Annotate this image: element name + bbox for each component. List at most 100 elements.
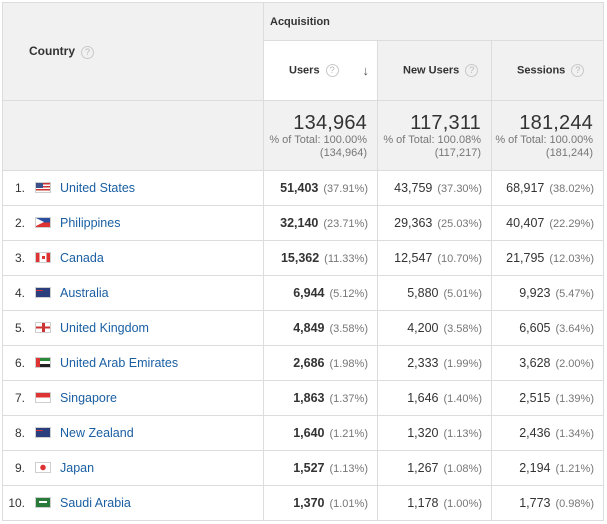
table-row: 6. United Arab Emirates 2,686 (1.98%) 2,33…	[2, 345, 604, 381]
new-users-pct: (5.01%)	[443, 288, 482, 300]
new-users-cell: 2,333 (1.99%)	[377, 345, 492, 381]
sort-descending-icon[interactable]: ↓	[362, 63, 370, 78]
row-index: 4.	[14, 286, 25, 300]
sessions-pct: (1.39%)	[555, 393, 594, 405]
users-column-header[interactable]: Users? ↓	[263, 40, 378, 101]
country-column-header[interactable]: Country?	[2, 2, 264, 101]
ph-flag-icon	[35, 217, 51, 228]
country-cell: 3. Canada	[2, 240, 264, 276]
new-users-column-header[interactable]: New Users?	[377, 40, 492, 101]
users-pct: (11.33%)	[324, 253, 368, 265]
sessions-value: 2,515	[519, 391, 551, 405]
users-value: 4,849	[293, 321, 325, 335]
ca-flag-icon	[35, 252, 51, 263]
table-row: 10. Saudi Arabia 1,370 (1.01%) 1,178 (1.00%…	[2, 485, 604, 521]
sessions-column-header[interactable]: Sessions?	[491, 40, 604, 101]
country-link[interactable]: New Zealand	[60, 426, 134, 440]
users-cell: 32,140 (23.71%)	[263, 205, 378, 241]
help-icon[interactable]: ?	[571, 64, 585, 77]
help-icon[interactable]: ?	[81, 45, 94, 59]
table-row: 4. Australia 6,944 (5.12%) 5,880 (5.01%) 9,…	[2, 275, 604, 311]
sa-flag-icon	[35, 497, 51, 508]
new-users-pct: (1.40%)	[443, 393, 482, 405]
users-cell: 4,849 (3.58%)	[263, 310, 378, 346]
country-cell: 8. New Zealand	[2, 415, 264, 451]
sessions-cell: 2,436 (1.34%)	[491, 415, 604, 451]
table-row: 9. Japan 1,527 (1.13%) 1,267 (1.08%) 2,194 (…	[2, 450, 604, 486]
new-users-value: 12,547	[394, 251, 433, 265]
sessions-pct: (1.34%)	[555, 428, 594, 440]
new-users-value: 4,200	[407, 321, 439, 335]
new-users-value: 43,759	[394, 181, 433, 195]
new-users-cell: 1,646 (1.40%)	[377, 380, 492, 416]
users-value: 32,140	[280, 216, 319, 230]
us-flag-icon	[35, 182, 51, 193]
users-pct: (1.13%)	[329, 463, 368, 475]
sessions-cell: 3,628 (2.00%)	[491, 345, 604, 381]
users-total-cell: 134,964 % of Total: 100.00% (134,964)	[263, 100, 378, 171]
country-link[interactable]: Singapore	[60, 391, 117, 405]
users-cell: 1,863 (1.37%)	[263, 380, 378, 416]
sessions-cell: 2,515 (1.39%)	[491, 380, 604, 416]
table-row: 3. Canada 15,362 (11.33%) 12,547 (10.70%) 2…	[2, 240, 604, 276]
row-index: 2.	[14, 216, 25, 230]
users-total-value: 134,964	[293, 111, 367, 134]
country-cell: 6. United Arab Emirates	[2, 345, 264, 381]
sessions-value: 3,628	[519, 356, 551, 370]
new-users-pct: (3.58%)	[443, 323, 482, 335]
country-link[interactable]: Saudi Arabia	[60, 496, 131, 510]
table-row: 7. Singapore 1,863 (1.37%) 1,646 (1.40%) 2,…	[2, 380, 604, 416]
new-users-total-pct: % of Total: 100.08%	[383, 133, 481, 146]
users-value: 1,527	[293, 461, 325, 475]
country-link[interactable]: United States	[60, 181, 136, 195]
sessions-pct: (12.03%)	[549, 253, 594, 265]
country-link[interactable]: Philippines	[60, 216, 121, 230]
new-users-total-base: (117,217)	[434, 146, 481, 159]
country-link[interactable]: United Kingdom	[60, 321, 149, 335]
users-total-base: (134,964)	[319, 146, 367, 159]
sessions-total-cell: 181,244 % of Total: 100.00% (181,244)	[491, 100, 604, 171]
users-value: 1,370	[293, 496, 325, 510]
sessions-value: 21,795	[506, 251, 545, 265]
new-users-cell: 1,267 (1.08%)	[377, 450, 492, 486]
acquisition-group-header: Acquisition	[263, 2, 604, 41]
new-users-cell: 29,363 (25.03%)	[377, 205, 492, 241]
users-value: 6,944	[293, 286, 325, 300]
help-icon[interactable]: ?	[465, 64, 479, 77]
users-pct: (1.21%)	[329, 428, 368, 440]
new-users-value: 1,646	[407, 391, 439, 405]
country-link[interactable]: Japan	[60, 461, 95, 475]
users-value: 2,686	[293, 356, 325, 370]
users-pct: (23.71%)	[323, 218, 368, 230]
sessions-total-value: 181,244	[519, 111, 593, 134]
help-icon[interactable]: ?	[325, 64, 339, 77]
country-link[interactable]: United Arab Emirates	[60, 356, 179, 370]
users-header-label: Users	[289, 64, 320, 77]
row-index: 8.	[14, 426, 25, 440]
new-users-value: 1,320	[407, 426, 439, 440]
users-cell: 1,527 (1.13%)	[263, 450, 378, 486]
country-link[interactable]: Australia	[60, 286, 109, 300]
users-cell: 2,686 (1.98%)	[263, 345, 378, 381]
sessions-cell: 40,407 (22.29%)	[491, 205, 604, 241]
sessions-header-label: Sessions	[517, 64, 566, 77]
sessions-value: 1,773	[519, 496, 551, 510]
sessions-pct: (3.64%)	[555, 323, 594, 335]
users-cell: 1,370 (1.01%)	[263, 485, 378, 521]
totals-label-cell	[2, 100, 264, 171]
row-index: 1.	[14, 181, 25, 195]
jp-flag-icon	[35, 462, 51, 473]
new-users-value: 2,333	[407, 356, 439, 370]
new-users-pct: (1.99%)	[443, 358, 482, 370]
sessions-pct: (22.29%)	[549, 218, 594, 230]
users-value: 1,640	[293, 426, 325, 440]
country-cell: 7. Singapore	[2, 380, 264, 416]
sessions-pct: (2.00%)	[555, 358, 594, 370]
sessions-total-pct: % of Total: 100.00%	[495, 133, 593, 146]
sessions-value: 6,605	[519, 321, 551, 335]
new-users-cell: 5,880 (5.01%)	[377, 275, 492, 311]
totals-row: 134,964 % of Total: 100.00% (134,964) 11…	[2, 100, 604, 171]
users-pct: (3.58%)	[329, 323, 368, 335]
sessions-value: 2,436	[519, 426, 551, 440]
country-link[interactable]: Canada	[60, 251, 104, 265]
